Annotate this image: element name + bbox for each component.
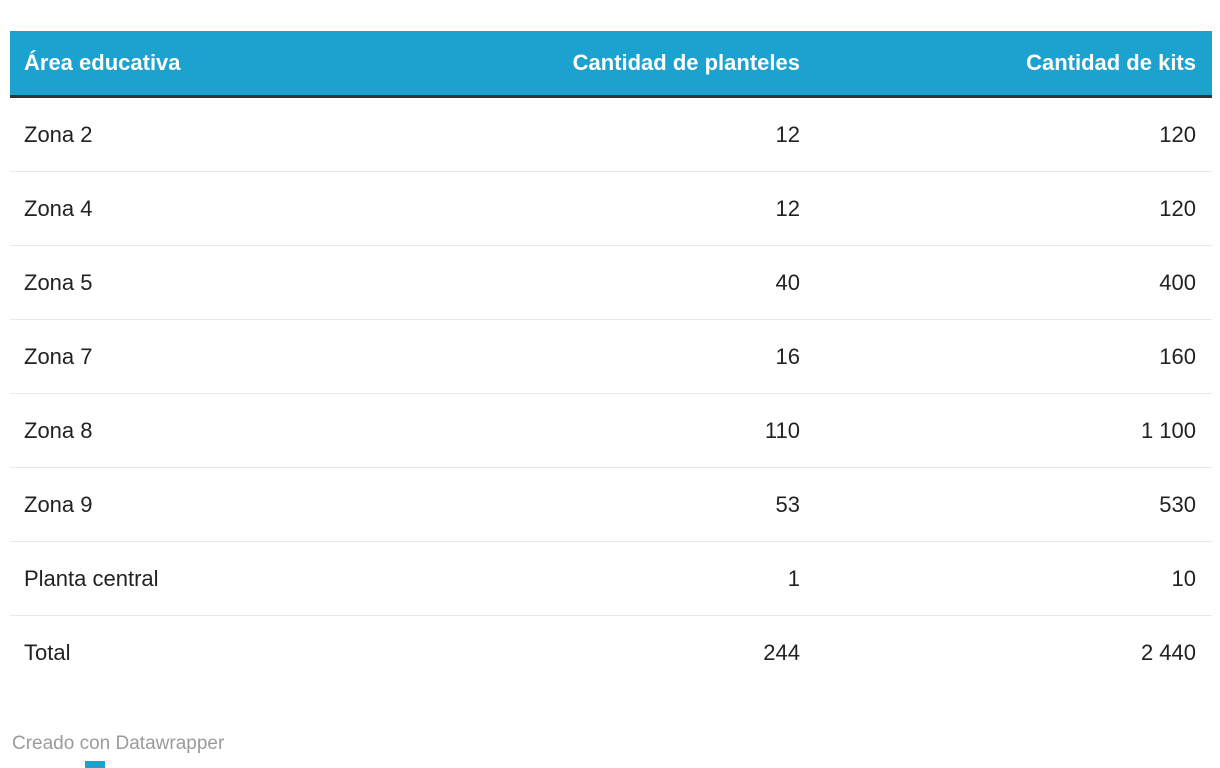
bottom-blue-bar	[85, 761, 105, 768]
cell-area: Zona 5	[10, 245, 490, 320]
row-planta-central: Planta central 1 10	[10, 541, 1212, 616]
cell-area: Zona 2	[10, 96, 490, 172]
cell-planteles: 12	[490, 96, 800, 172]
cell-planteles: 40	[490, 245, 800, 320]
data-table-container: Área educativa Cantidad de planteles Can…	[10, 31, 1212, 689]
row-zona-7: Zona 7 16 160	[10, 319, 1212, 394]
cell-planteles: 244	[490, 615, 800, 689]
column-header-area-educativa: Área educativa	[10, 31, 490, 98]
cell-planteles: 12	[490, 171, 800, 246]
row-zona-2: Zona 2 12 120	[10, 96, 1212, 172]
cell-area: Total	[10, 615, 490, 689]
cell-planteles: 110	[490, 393, 800, 468]
row-zona-8: Zona 8 110 1 100	[10, 393, 1212, 468]
cell-planteles: 1	[490, 541, 800, 616]
row-zona-4: Zona 4 12 120	[10, 171, 1212, 246]
cell-kits: 2 440	[800, 615, 1212, 689]
row-zona-9: Zona 9 53 530	[10, 467, 1212, 542]
table-header-row: Área educativa Cantidad de planteles Can…	[10, 31, 1212, 98]
cell-kits: 120	[800, 96, 1212, 172]
cell-planteles: 53	[490, 467, 800, 542]
column-header-cantidad-planteles: Cantidad de planteles	[490, 31, 800, 98]
cell-area: Zona 9	[10, 467, 490, 542]
cell-kits: 1 100	[800, 393, 1212, 468]
cell-kits: 160	[800, 319, 1212, 394]
cell-area: Planta central	[10, 541, 490, 616]
cell-kits: 400	[800, 245, 1212, 320]
cell-kits: 10	[800, 541, 1212, 616]
cell-planteles: 16	[490, 319, 800, 394]
cell-kits: 120	[800, 171, 1212, 246]
cell-area: Zona 4	[10, 171, 490, 246]
cell-area: Zona 8	[10, 393, 490, 468]
cell-area: Zona 7	[10, 319, 490, 394]
datawrapper-credit-link[interactable]: Creado con Datawrapper	[12, 733, 225, 754]
row-total: Total 244 2 440	[10, 615, 1212, 689]
column-header-cantidad-kits: Cantidad de kits	[800, 31, 1212, 98]
row-zona-5: Zona 5 40 400	[10, 245, 1212, 320]
cell-kits: 530	[800, 467, 1212, 542]
data-table: Área educativa Cantidad de planteles Can…	[10, 31, 1212, 689]
